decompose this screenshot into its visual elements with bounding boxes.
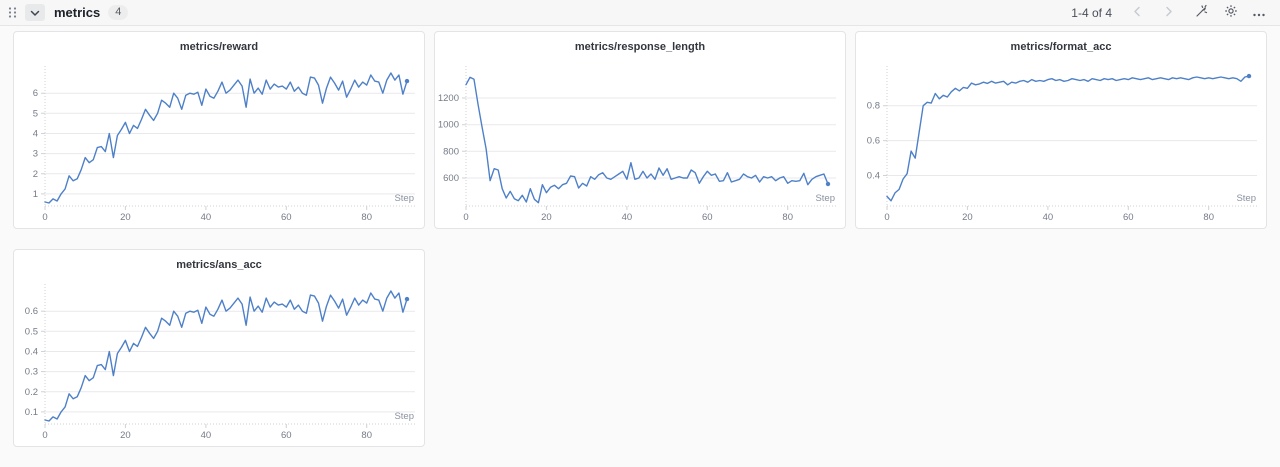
svg-text:Step: Step xyxy=(815,193,835,204)
magic-wand-icon xyxy=(1194,4,1208,21)
svg-text:0.5: 0.5 xyxy=(25,326,38,337)
svg-text:80: 80 xyxy=(782,212,793,223)
svg-text:5: 5 xyxy=(33,108,38,119)
pagination-range: 1-4 of 4 xyxy=(1071,5,1112,20)
svg-text:1000: 1000 xyxy=(438,120,459,131)
svg-text:0.3: 0.3 xyxy=(25,367,38,378)
svg-text:0.8: 0.8 xyxy=(867,101,880,112)
svg-text:0.4: 0.4 xyxy=(25,347,38,358)
svg-text:800: 800 xyxy=(443,146,459,157)
chart-title: metrics/response_length xyxy=(574,41,706,53)
svg-text:Step: Step xyxy=(1236,193,1256,204)
svg-text:60: 60 xyxy=(281,430,292,441)
svg-text:2: 2 xyxy=(33,169,38,180)
svg-text:40: 40 xyxy=(201,212,212,223)
svg-text:0.6: 0.6 xyxy=(867,136,880,147)
chart-panel-format-acc[interactable]: metrics/format_acc 0.4 0.6 0.8 0 20 40 60 80 Ste… xyxy=(855,31,1267,229)
svg-text:600: 600 xyxy=(443,173,459,184)
chevron-right-icon xyxy=(1165,5,1173,20)
section-title: metrics xyxy=(54,5,101,20)
svg-text:60: 60 xyxy=(281,212,292,223)
svg-text:1200: 1200 xyxy=(438,93,459,104)
settings-button[interactable] xyxy=(1220,3,1242,23)
chart-title: metrics/reward xyxy=(179,41,259,53)
svg-text:80: 80 xyxy=(361,212,372,223)
svg-text:60: 60 xyxy=(702,212,713,223)
line-chart-ans-acc: 0.1 0.2 0.3 0.4 0.5 0.6 0 20 40 60 80 Step xyxy=(25,284,415,441)
svg-text:40: 40 xyxy=(201,430,212,441)
svg-text:4: 4 xyxy=(33,129,38,140)
chart-panel-response-length[interactable]: metrics/response_length 600 800 1000 1200 0 2… xyxy=(434,31,846,229)
svg-text:0.6: 0.6 xyxy=(25,306,38,317)
chart-title: metrics/ans_acc xyxy=(176,259,262,271)
svg-text:20: 20 xyxy=(541,212,552,223)
svg-text:0: 0 xyxy=(463,212,468,223)
svg-text:20: 20 xyxy=(120,212,131,223)
more-options-button[interactable] xyxy=(1248,3,1270,23)
line-chart-format-acc: 0.4 0.6 0.8 0 20 40 60 80 Step xyxy=(867,66,1257,223)
svg-text:0: 0 xyxy=(42,212,47,223)
svg-text:40: 40 xyxy=(1043,212,1054,223)
panel-count-badge: 4 xyxy=(108,5,129,20)
quick-panel-button[interactable] xyxy=(1190,3,1212,23)
gear-icon xyxy=(1224,4,1238,21)
svg-text:1: 1 xyxy=(33,189,38,200)
chart-title: metrics/format_acc xyxy=(1010,41,1112,53)
collapse-section-button[interactable] xyxy=(25,4,45,21)
svg-text:0.1: 0.1 xyxy=(25,407,38,418)
charts-grid: metrics/reward 1 2 3 4 5 6 0 20 40 60 80 Step metri… xyxy=(0,26,1280,452)
svg-text:0: 0 xyxy=(884,212,889,223)
svg-text:80: 80 xyxy=(361,430,372,441)
svg-text:Step: Step xyxy=(394,193,414,204)
drag-handle-icon[interactable] xyxy=(8,6,17,19)
svg-text:0.4: 0.4 xyxy=(867,171,880,182)
panel-section-header: metrics 4 1-4 of 4 xyxy=(0,0,1280,26)
line-chart-response-length: 600 800 1000 1200 0 20 40 60 80 Step xyxy=(438,66,836,223)
svg-text:20: 20 xyxy=(120,430,131,441)
svg-text:40: 40 xyxy=(622,212,633,223)
svg-text:Step: Step xyxy=(394,411,414,422)
svg-text:80: 80 xyxy=(1203,212,1214,223)
svg-text:60: 60 xyxy=(1123,212,1134,223)
svg-text:3: 3 xyxy=(33,149,38,160)
svg-text:6: 6 xyxy=(33,88,38,99)
chevron-down-icon xyxy=(30,5,40,20)
prev-page-button[interactable] xyxy=(1126,3,1148,23)
chart-panel-reward[interactable]: metrics/reward 1 2 3 4 5 6 0 20 40 60 80 Step xyxy=(13,31,425,229)
ellipsis-icon xyxy=(1252,5,1266,20)
chevron-left-icon xyxy=(1133,5,1141,20)
chart-panel-ans-acc[interactable]: metrics/ans_acc 0.1 0.2 0.3 0.4 0.5 0.6 0 20 40 6… xyxy=(13,249,425,447)
svg-text:0.2: 0.2 xyxy=(25,387,38,398)
svg-text:20: 20 xyxy=(962,212,973,223)
svg-text:0: 0 xyxy=(42,430,47,441)
next-page-button[interactable] xyxy=(1158,3,1180,23)
